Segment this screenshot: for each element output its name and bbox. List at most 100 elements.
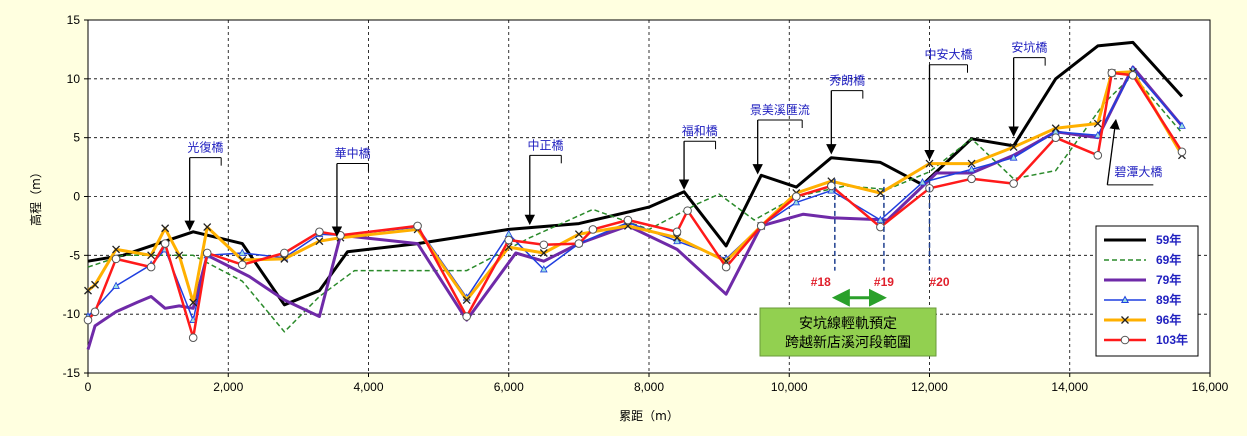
- data-point: [413, 221, 422, 231]
- data-point: [756, 221, 766, 231]
- data-point: [1128, 71, 1138, 80]
- legend: 59年 69年 79年 89年 96年 103年: [1095, 225, 1199, 357]
- data-point: [721, 262, 731, 272]
- data-point: [673, 236, 681, 245]
- data-point: [189, 298, 198, 307]
- data-point: [91, 280, 99, 289]
- data-point: [1177, 147, 1187, 157]
- x-tick-label: 6,000: [494, 380, 524, 394]
- data-point: [1009, 179, 1018, 188]
- data-point: [792, 198, 801, 206]
- data-point: [147, 251, 156, 260]
- legend-label: 69年: [1156, 252, 1181, 267]
- data-point: [1051, 133, 1061, 142]
- x-tick-label: 14,000: [1051, 380, 1088, 394]
- data-point: [1093, 130, 1102, 139]
- data-point: [876, 189, 885, 197]
- data-point: [683, 206, 692, 215]
- data-point: [539, 240, 549, 250]
- x-tick-label: 16,000: [1192, 380, 1229, 394]
- note-box: 安坑線輕軌預定 跨越新店溪河段範圍: [759, 307, 937, 357]
- annotation-label: 中安大橋: [924, 47, 972, 62]
- data-point: [1093, 151, 1103, 160]
- legend-label: 79年: [1156, 272, 1181, 287]
- data-point: [238, 248, 247, 256]
- series-line: [87, 74, 1183, 333]
- annotation-label: 華中橋: [335, 146, 371, 161]
- data-point: [588, 225, 598, 234]
- data-point: [876, 222, 885, 232]
- data-point: [84, 286, 92, 295]
- data-point: [1178, 121, 1186, 129]
- data-point: [918, 178, 927, 186]
- data-point: [462, 296, 471, 305]
- legend-label: 96年: [1156, 312, 1181, 327]
- annotation-label: 碧潭大橋: [1114, 165, 1162, 179]
- annotation-label: 景美溪匯流: [750, 103, 810, 117]
- data-point: [90, 307, 100, 317]
- data-point: [237, 260, 247, 270]
- x-tick-label: 12,000: [911, 380, 948, 394]
- x-tick-label: 8,000: [634, 380, 664, 394]
- data-point: [175, 251, 184, 260]
- series-line: [86, 65, 1184, 350]
- y-tick-label: 0: [73, 190, 80, 204]
- annotation-label: 秀朗橋: [829, 74, 865, 88]
- data-point: [280, 248, 289, 258]
- data-point: [925, 159, 934, 168]
- data-point: [967, 174, 976, 184]
- y-tick-label: -10: [63, 307, 81, 321]
- data-point: [791, 192, 801, 201]
- data-point: [1107, 68, 1117, 78]
- data-point: [967, 165, 976, 173]
- data-point: [112, 245, 121, 254]
- data-point: [1093, 119, 1102, 128]
- legend-box: [1095, 225, 1199, 357]
- section-label: #20: [930, 275, 950, 289]
- y-tick-label: 15: [67, 13, 81, 27]
- data-point: [188, 333, 198, 343]
- data-point: [504, 235, 514, 245]
- data-point: [161, 224, 170, 233]
- annotation-label: 光復橋: [187, 140, 223, 155]
- data-point: [967, 159, 976, 168]
- legend-marker: [1120, 295, 1130, 303]
- data-point: [672, 227, 682, 237]
- note-line-1: 安坑線輕軌預定: [799, 316, 897, 332]
- data-point: [1009, 153, 1018, 161]
- section-label: #19: [874, 275, 894, 289]
- y-tick-label: 10: [67, 72, 81, 86]
- data-point: [203, 223, 212, 232]
- annotation-label: 安坑橋: [1011, 40, 1047, 55]
- annotation-label: 福和橋: [682, 123, 718, 138]
- data-point: [574, 230, 583, 239]
- legend-label: 59年: [1156, 232, 1181, 247]
- y-tick-label: -5: [69, 248, 80, 262]
- note-line-2: 跨越新店溪河段範圍: [785, 334, 911, 351]
- data-point: [539, 249, 548, 257]
- y-tick-label: 5: [73, 131, 80, 145]
- data-point: [160, 239, 170, 248]
- data-point: [1009, 143, 1018, 152]
- data-point: [462, 312, 471, 321]
- data-point: [315, 237, 324, 246]
- data-point: [574, 239, 584, 248]
- data-point: [876, 215, 885, 223]
- legend-label: 103年: [1156, 332, 1188, 347]
- data-point: [1051, 124, 1060, 133]
- x-axis-label: 累距（m）: [619, 409, 679, 423]
- section-label: #18: [811, 275, 831, 289]
- x-tick-label: 0: [85, 380, 92, 394]
- legend-label: 89年: [1156, 292, 1181, 307]
- x-tick-label: 4,000: [353, 380, 383, 394]
- data-point: [83, 315, 93, 325]
- x-tick-label: 10,000: [771, 380, 808, 394]
- data-point: [202, 248, 212, 258]
- data-point: [336, 231, 345, 240]
- y-tick-label: -15: [63, 366, 81, 380]
- data-point: [827, 181, 836, 191]
- data-point: [112, 281, 120, 289]
- data-point: [315, 227, 324, 237]
